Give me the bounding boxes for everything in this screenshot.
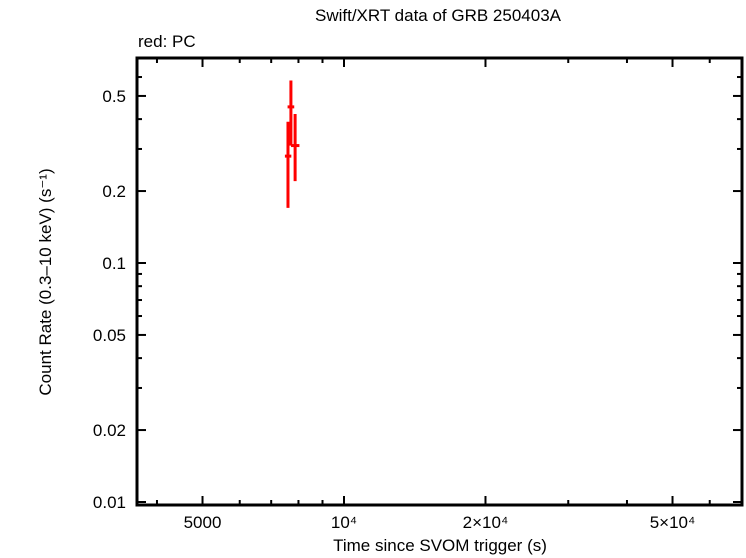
x-tick-label: 5000 bbox=[184, 513, 222, 532]
x-axis-label: Time since SVOM trigger (s) bbox=[333, 536, 547, 555]
plot-frame bbox=[135, 56, 744, 507]
chart-subtitle: red: PC bbox=[138, 32, 196, 51]
x-tick-label: 10⁴ bbox=[331, 513, 357, 532]
chart-title: Swift/XRT data of GRB 250403A bbox=[314, 6, 561, 25]
y-tick-label: 0.5 bbox=[102, 87, 126, 106]
y-tick-label: 0.1 bbox=[102, 254, 126, 273]
y-tick-label: 0.02 bbox=[93, 421, 126, 440]
y-tick-label: 0.05 bbox=[93, 326, 126, 345]
y-tick-label: 0.01 bbox=[93, 493, 126, 512]
y-tick-label: 0.2 bbox=[102, 182, 126, 201]
x-tick-label: 2×10⁴ bbox=[463, 513, 509, 532]
x-tick-label: 5×10⁴ bbox=[650, 513, 696, 532]
